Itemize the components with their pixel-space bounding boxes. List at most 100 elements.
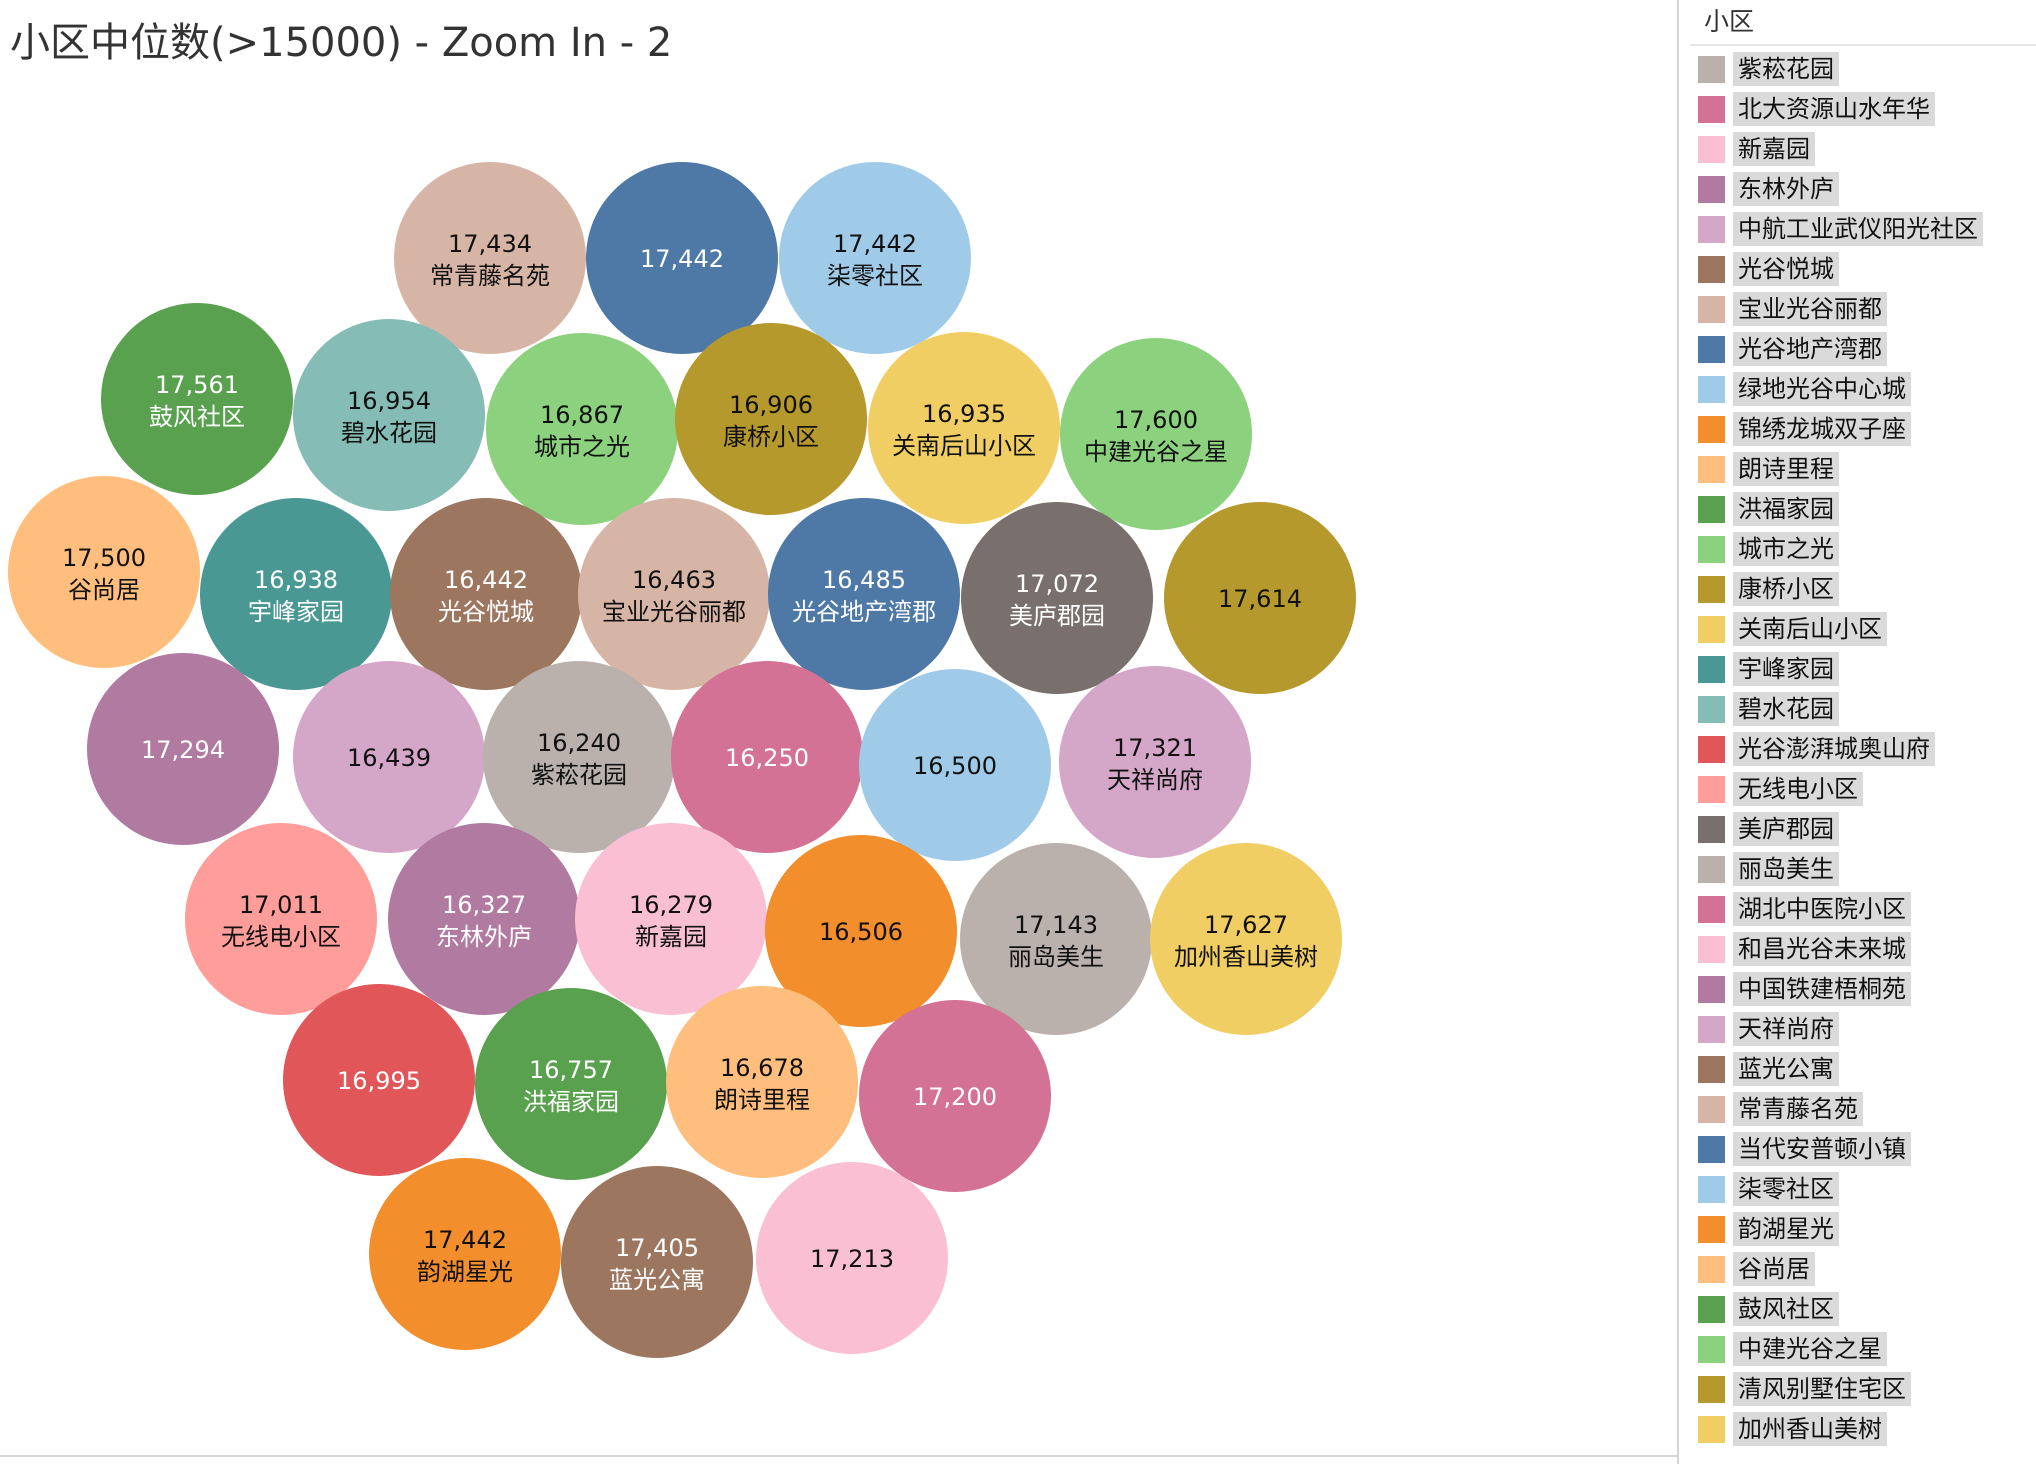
bubble[interactable]: 16,995 <box>283 984 475 1176</box>
bubble[interactable]: 16,506 <box>765 835 957 1027</box>
legend-item[interactable]: 洪福家园 <box>1698 489 1983 529</box>
legend-item[interactable]: 天祥尚府 <box>1698 1009 1983 1049</box>
legend-item[interactable]: 碧水花园 <box>1698 689 1983 729</box>
legend-item[interactable]: 康桥小区 <box>1698 569 1983 609</box>
legend-item[interactable]: 关南后山小区 <box>1698 609 1983 649</box>
bubble[interactable]: 17,213 <box>756 1162 948 1354</box>
bubble[interactable]: 17,200 <box>859 1000 1051 1192</box>
bubble-circle[interactable] <box>87 653 279 845</box>
bubble[interactable]: 17,442 韵湖星光 <box>369 1158 561 1350</box>
bubble-circle[interactable] <box>756 1162 948 1354</box>
bubble-circle[interactable] <box>475 988 667 1180</box>
bubble-circle[interactable] <box>578 498 770 690</box>
bubble[interactable]: 16,439 <box>293 661 485 853</box>
bubble[interactable]: 17,500 谷尚居 <box>8 476 200 668</box>
legend-item[interactable]: 湖北中医院小区 <box>1698 889 1983 929</box>
bubble[interactable]: 17,143 丽岛美生 <box>960 843 1152 1035</box>
bubble-circle[interactable] <box>483 661 675 853</box>
legend-item[interactable]: 锦绣龙城双子座 <box>1698 409 1983 449</box>
legend-item[interactable]: 中国铁建梧桐苑 <box>1698 969 1983 1009</box>
legend-item[interactable]: 蓝光公寓 <box>1698 1049 1983 1089</box>
legend-item[interactable]: 中航工业武仪阳光社区 <box>1698 209 1983 249</box>
legend-item[interactable]: 宝业光谷丽都 <box>1698 289 1983 329</box>
legend-item[interactable]: 无线电小区 <box>1698 769 1983 809</box>
bubble-circle[interactable] <box>765 835 957 1027</box>
bubble-circle[interactable] <box>8 476 200 668</box>
legend-item[interactable]: 光谷澎湃城奥山府 <box>1698 729 1983 769</box>
bubble-circle[interactable] <box>960 843 1152 1035</box>
bubble-circle[interactable] <box>675 323 867 515</box>
bubble[interactable]: 16,327 东林外庐 <box>388 823 580 1015</box>
legend-item[interactable]: 北大资源山水年华 <box>1698 89 1983 129</box>
bubble-circle[interactable] <box>293 661 485 853</box>
bubble[interactable]: 16,442 光谷悦城 <box>390 498 582 690</box>
bubble[interactable]: 17,442 柒零社区 <box>779 162 971 354</box>
bubble-circle[interactable] <box>1060 338 1252 530</box>
bubble-circle[interactable] <box>666 986 858 1178</box>
legend-item[interactable]: 常青藤名苑 <box>1698 1089 1983 1129</box>
legend-item[interactable]: 谷尚居 <box>1698 1249 1983 1289</box>
bubble[interactable]: 16,240 紫菘花园 <box>483 661 675 853</box>
legend-item[interactable]: 宇峰家园 <box>1698 649 1983 689</box>
bubble[interactable]: 16,906 康桥小区 <box>675 323 867 515</box>
bubble[interactable]: 17,614 <box>1164 502 1356 694</box>
legend-item[interactable]: 绿地光谷中心城 <box>1698 369 1983 409</box>
legend-item[interactable]: 紫菘花园 <box>1698 49 1983 89</box>
legend-item[interactable]: 朗诗里程 <box>1698 449 1983 489</box>
bubble-circle[interactable] <box>575 823 767 1015</box>
bubble[interactable]: 17,442 <box>586 162 778 354</box>
bubble-circle[interactable] <box>486 333 678 525</box>
bubble-circle[interactable] <box>859 669 1051 861</box>
legend-item[interactable]: 中建光谷之星 <box>1698 1329 1983 1369</box>
bubble[interactable]: 16,867 城市之光 <box>486 333 678 525</box>
legend-item[interactable]: 韵湖星光 <box>1698 1209 1983 1249</box>
bubble-circle[interactable] <box>561 1166 753 1358</box>
legend-item[interactable]: 加州香山美树 <box>1698 1409 1983 1449</box>
bubble-circle[interactable] <box>185 823 377 1015</box>
legend-item[interactable]: 鼓风社区 <box>1698 1289 1983 1329</box>
bubble-circle[interactable] <box>868 332 1060 524</box>
bubble-circle[interactable] <box>671 661 863 853</box>
bubble[interactable]: 17,011 无线电小区 <box>185 823 377 1015</box>
bubble[interactable]: 16,500 <box>859 669 1051 861</box>
bubble[interactable]: 17,321 天祥尚府 <box>1059 666 1251 858</box>
bubble-circle[interactable] <box>586 162 778 354</box>
legend-item[interactable]: 新嘉园 <box>1698 129 1983 169</box>
legend-item[interactable]: 丽岛美生 <box>1698 849 1983 889</box>
legend-item[interactable]: 清风别墅住宅区 <box>1698 1369 1983 1409</box>
legend-item[interactable]: 光谷地产湾郡 <box>1698 329 1983 369</box>
bubble-circle[interactable] <box>283 984 475 1176</box>
bubble[interactable]: 17,627 加州香山美树 <box>1150 843 1342 1035</box>
bubble[interactable]: 16,757 洪福家园 <box>475 988 667 1180</box>
bubble[interactable]: 16,938 宇峰家园 <box>200 498 392 690</box>
bubble[interactable]: 17,600 中建光谷之星 <box>1060 338 1252 530</box>
bubble[interactable]: 16,678 朗诗里程 <box>666 986 858 1178</box>
legend-item[interactable]: 柒零社区 <box>1698 1169 1983 1209</box>
bubble-circle[interactable] <box>101 303 293 495</box>
legend-item[interactable]: 城市之光 <box>1698 529 1983 569</box>
bubble-circle[interactable] <box>859 1000 1051 1192</box>
bubble-circle[interactable] <box>390 498 582 690</box>
bubble[interactable]: 16,935 关南后山小区 <box>868 332 1060 524</box>
legend-item[interactable]: 东林外庐 <box>1698 169 1983 209</box>
bubble[interactable]: 16,485 光谷地产湾郡 <box>768 498 960 690</box>
bubble-circle[interactable] <box>1150 843 1342 1035</box>
bubble[interactable]: 17,434 常青藤名苑 <box>394 162 586 354</box>
bubble-circle[interactable] <box>388 823 580 1015</box>
bubble[interactable]: 16,250 <box>671 661 863 853</box>
bubble-circle[interactable] <box>1059 666 1251 858</box>
bubble[interactable]: 16,279 新嘉园 <box>575 823 767 1015</box>
legend-item[interactable]: 美庐郡园 <box>1698 809 1983 849</box>
legend-item[interactable]: 当代安普顿小镇 <box>1698 1129 1983 1169</box>
bubble-circle[interactable] <box>200 498 392 690</box>
bubble[interactable]: 17,072 美庐郡园 <box>961 502 1153 694</box>
bubble-circle[interactable] <box>779 162 971 354</box>
legend-item[interactable]: 光谷悦城 <box>1698 249 1983 289</box>
bubble[interactable]: 17,561 鼓风社区 <box>101 303 293 495</box>
bubble-circle[interactable] <box>1164 502 1356 694</box>
bubble-circle[interactable] <box>293 319 485 511</box>
bubble-circle[interactable] <box>369 1158 561 1350</box>
bubble[interactable]: 17,405 蓝光公寓 <box>561 1166 753 1358</box>
bubble[interactable]: 17,294 <box>87 653 279 845</box>
bubble-circle[interactable] <box>961 502 1153 694</box>
